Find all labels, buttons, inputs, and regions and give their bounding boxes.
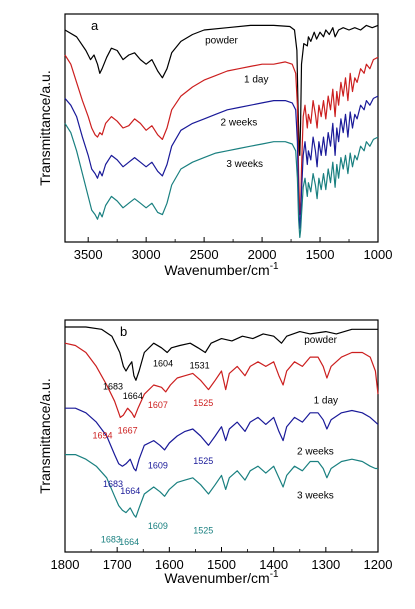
peak-annotation: 1667 xyxy=(118,426,138,436)
peak-annotation: 1664 xyxy=(119,537,139,547)
peak-annotation: 1664 xyxy=(120,486,140,496)
peak-annotation: 1531 xyxy=(190,361,210,371)
x-tick-label: 1000 xyxy=(364,247,393,262)
peak-annotation: 1607 xyxy=(148,400,168,410)
x-tick-label: 1300 xyxy=(311,557,340,572)
peak-annotation: 1604 xyxy=(153,358,173,368)
series-line-powder xyxy=(65,326,378,381)
chart-panel-a: 3500 3000 2500 2000 1500 1000 Wavenumber/cm-1 T… xyxy=(37,13,393,278)
x-tick-label: 1800 xyxy=(51,557,80,572)
series-line-2-weeks xyxy=(65,407,379,472)
series-label: 3 weeks xyxy=(297,491,334,502)
peak-annotation: 1694 xyxy=(93,430,113,440)
peak-annotation: 1525 xyxy=(193,525,213,535)
series-label: 3 weeks xyxy=(226,159,263,170)
x-tick-label: 2500 xyxy=(190,247,219,262)
peak-annotation: 1525 xyxy=(193,456,213,466)
x-tick-label: 1700 xyxy=(103,557,132,572)
peak-annotation: 1609 xyxy=(148,521,168,531)
series-line-1-day xyxy=(64,342,379,418)
x-axis-label: Wavenumber/cm-1 xyxy=(164,569,279,586)
y-axis-label: Transmittance/a.u. xyxy=(37,70,53,185)
series-line-powder xyxy=(64,24,379,156)
peak-annotation: 1525 xyxy=(193,398,213,408)
x-tick-label: 2000 xyxy=(248,247,277,262)
panel-label: b xyxy=(120,324,127,339)
x-tick-label: 3000 xyxy=(132,247,161,262)
series-line-2-weeks xyxy=(64,95,379,229)
chart-panel-b: 1800 1700 1600 1500 1400 1300 1200 Wavenumber/c… xyxy=(37,319,393,586)
x-tick-label: 1600 xyxy=(155,557,184,572)
peak-annotation: 1664 xyxy=(123,391,143,401)
plot-frame xyxy=(64,13,379,243)
y-axis-label: Transmittance/a.u. xyxy=(37,378,53,493)
peak-annotation: 1609 xyxy=(148,460,168,470)
x-tick-label: 1500 xyxy=(207,557,236,572)
x-axis-label: Wavenumber/cm-1 xyxy=(164,261,279,278)
series-label: 1 day xyxy=(314,396,338,407)
x-tick-label: 1500 xyxy=(306,247,335,262)
series-label: 2 weeks xyxy=(297,447,334,458)
panel-label: a xyxy=(91,18,99,33)
x-tick-label: 3500 xyxy=(74,247,103,262)
series-label: powder xyxy=(205,36,238,47)
series-line-3-weeks xyxy=(64,123,379,238)
peak-annotation: 1683 xyxy=(103,382,123,392)
series-label: powder xyxy=(304,335,337,346)
peak-annotation: 1683 xyxy=(103,479,123,489)
series-label: 2 weeks xyxy=(221,118,258,129)
series-line-1-day xyxy=(64,54,379,216)
x-tick-label: 1200 xyxy=(364,557,393,572)
series-line-3-weeks xyxy=(65,454,378,518)
x-tick-label: 1400 xyxy=(259,557,288,572)
series-label: 1 day xyxy=(244,74,268,85)
peak-annotation: 1683 xyxy=(101,535,121,545)
